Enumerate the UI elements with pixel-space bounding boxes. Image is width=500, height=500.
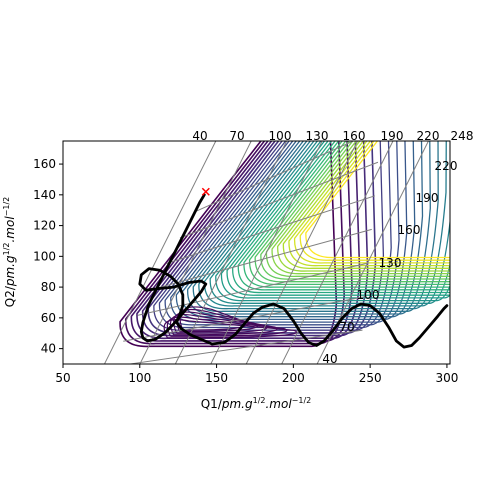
contour-line — [260, 141, 450, 280]
y-tick-label: 60 — [41, 311, 56, 325]
grid-label-top: 100 — [269, 129, 292, 143]
contour-line — [299, 141, 450, 261]
grid-line — [151, 228, 372, 291]
contour-line — [164, 141, 400, 326]
grid-line — [174, 141, 288, 364]
grid-line — [137, 262, 369, 316]
grid-line — [245, 141, 359, 364]
x-tick-label: 250 — [359, 371, 382, 385]
contour-line — [203, 141, 450, 307]
y-tick-label: 40 — [41, 342, 56, 356]
grid-labels: 40 70 100 130 160 190 220 248 40 70 100 130 160 190 22… — [192, 129, 473, 366]
contour-line — [293, 141, 450, 264]
contour-line — [254, 141, 450, 283]
grid-label-top: 160 — [343, 129, 366, 143]
grid-label-right: 70 — [339, 320, 354, 334]
contour-line — [209, 141, 450, 304]
grid-label-top: 190 — [381, 129, 404, 143]
grid-label-right: 130 — [379, 256, 402, 270]
contour-line — [288, 141, 450, 267]
x-tick-label: 50 — [55, 371, 70, 385]
grid-label-top: 130 — [306, 129, 329, 143]
contour-line — [226, 141, 450, 296]
grid-line — [139, 141, 252, 364]
y-axis-ticks: 40 60 80 100 120 140 160 — [33, 157, 63, 356]
grid-label-right: 100 — [357, 288, 380, 302]
contour-line — [198, 141, 447, 310]
grid-line — [194, 141, 355, 213]
contour-line — [175, 141, 416, 321]
y-tick-label: 100 — [33, 249, 56, 263]
grid-line — [179, 161, 379, 239]
contour-line — [187, 141, 431, 315]
plot-frame — [62, 140, 451, 365]
contour-line — [248, 141, 450, 286]
grid-line — [316, 141, 429, 364]
x-tick-label: 150 — [205, 371, 228, 385]
x-axis-ticks: 50 100 150 200 250 300 — [55, 364, 458, 385]
y-axis-label: Q2/pm.g1/2.mol−1/2 — [2, 197, 17, 308]
y-tick-label: 120 — [33, 219, 56, 233]
contour-line — [169, 313, 278, 336]
grid-label-top: 40 — [192, 129, 207, 143]
trajectory-line — [138, 193, 449, 349]
x-tick-label: 100 — [128, 371, 151, 385]
contour-line — [237, 141, 450, 291]
contour-line — [265, 141, 450, 277]
grid-label-right: 160 — [398, 223, 421, 237]
x-tick-label: 300 — [435, 371, 458, 385]
contour-line — [282, 141, 450, 269]
marker-stroke — [201, 187, 210, 196]
start-marker — [201, 187, 210, 196]
contour-line — [215, 141, 450, 302]
grid-label-top: 248 — [451, 129, 474, 143]
contour-line — [305, 141, 450, 259]
grid-line — [126, 329, 363, 364]
grid-label-right: 40 — [322, 352, 337, 366]
contour-lines — [119, 141, 450, 348]
trajectory — [138, 193, 449, 349]
grid-line — [165, 195, 376, 265]
contour-line — [119, 141, 338, 348]
grid-label-right: 190 — [416, 191, 439, 205]
contour-line — [158, 141, 392, 329]
y-tick-label: 80 — [41, 280, 56, 294]
contour-line — [176, 308, 259, 333]
x-tick-label: 200 — [282, 371, 305, 385]
grid-label-right: 220 — [435, 159, 458, 173]
grid-line — [210, 141, 323, 364]
y-tick-label: 160 — [33, 157, 56, 171]
grid-label-top: 70 — [229, 129, 244, 143]
grid-label-top: 220 — [417, 129, 440, 143]
contour-line — [166, 316, 288, 337]
oblique-grid — [103, 141, 429, 364]
contour-line — [271, 141, 450, 275]
contour-line — [243, 141, 450, 288]
contour-line — [277, 141, 450, 272]
y-tick-label: 140 — [33, 188, 56, 202]
contour-line — [220, 141, 450, 299]
x-axis-label: Q1/pm.g1/2.mol−1/2 — [201, 396, 312, 411]
contour-line — [232, 141, 450, 294]
grid-line — [103, 141, 217, 364]
grid-line — [281, 141, 394, 364]
contour-line — [136, 141, 361, 340]
contour-line — [192, 141, 439, 312]
